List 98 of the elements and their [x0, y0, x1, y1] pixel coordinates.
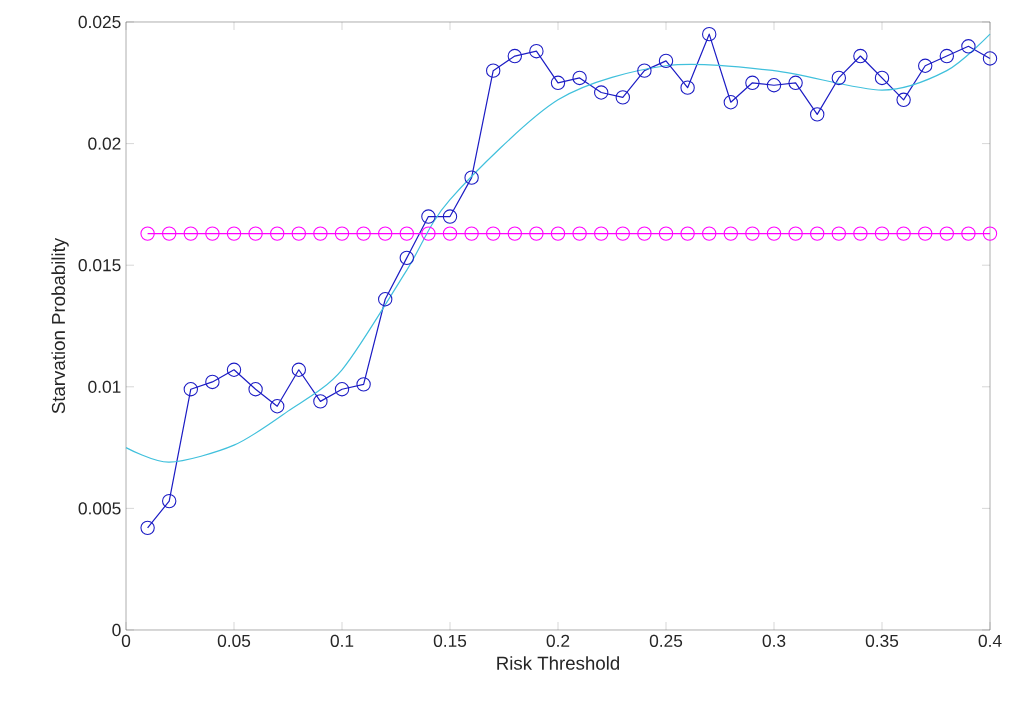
point [874, 226, 890, 241]
point [226, 226, 242, 241]
point [615, 226, 631, 241]
point [378, 292, 393, 307]
point [270, 399, 285, 414]
point [766, 226, 782, 241]
y-tick-label: 0.02 [88, 137, 121, 150]
point [442, 226, 458, 241]
point [486, 226, 501, 241]
y-tick-label: 0.015 [78, 259, 121, 272]
point [356, 377, 371, 392]
point [615, 90, 631, 105]
y-tick-label: 0.01 [88, 380, 121, 393]
point [183, 382, 199, 397]
x-tick-label: 0.25 [649, 634, 683, 647]
point [464, 170, 479, 185]
point [702, 226, 717, 241]
point [723, 95, 739, 110]
point [550, 75, 566, 90]
point [162, 493, 177, 509]
point [594, 85, 609, 100]
point [658, 53, 674, 69]
point [961, 226, 976, 241]
point [205, 226, 220, 241]
point [874, 70, 890, 86]
point [334, 382, 350, 397]
x-tick-label: 0.15 [433, 634, 467, 647]
point [226, 362, 242, 377]
point [421, 226, 436, 241]
y-axis-title: Starvation Probability [51, 237, 69, 414]
point [831, 226, 847, 241]
point [961, 39, 976, 54]
point [356, 226, 371, 241]
point [939, 48, 955, 64]
point [982, 51, 998, 66]
point [853, 226, 868, 241]
y-tick-label: 0 [112, 623, 121, 637]
point [918, 58, 933, 73]
point [442, 209, 458, 224]
point [183, 226, 199, 241]
point [680, 80, 695, 95]
x-tick-label: 0.3 [762, 634, 786, 647]
point [529, 226, 544, 241]
y-tick-label: 0.025 [78, 15, 121, 29]
x-tick-label: 0.35 [865, 634, 899, 647]
point [594, 226, 609, 241]
point [162, 226, 177, 241]
point [831, 70, 847, 86]
point [248, 226, 263, 241]
point [205, 374, 220, 390]
point [464, 226, 479, 241]
point [723, 226, 739, 241]
point [637, 226, 652, 241]
x-tick-label: 0.4 [978, 634, 1002, 647]
point [378, 226, 393, 241]
point [572, 226, 587, 241]
point [810, 107, 825, 122]
point [572, 70, 587, 86]
point [788, 75, 803, 90]
point [270, 226, 285, 241]
point [896, 92, 911, 108]
point [637, 63, 652, 78]
point [291, 362, 307, 377]
point [680, 226, 695, 241]
line-series [125, 33, 991, 463]
point [810, 226, 825, 241]
point [982, 226, 998, 241]
x-tick-label: 0.1 [330, 634, 354, 647]
point [334, 226, 350, 241]
point [507, 226, 523, 241]
point [550, 226, 566, 241]
point [291, 226, 307, 241]
point [529, 43, 544, 59]
point [939, 226, 955, 241]
point [421, 209, 436, 224]
point [313, 394, 328, 409]
x-tick-label: 0.05 [217, 634, 251, 647]
point [486, 63, 501, 78]
point [745, 75, 760, 90]
point [702, 26, 717, 42]
point [399, 226, 415, 241]
point [853, 48, 868, 64]
point [745, 226, 760, 241]
point [788, 226, 803, 241]
point [140, 520, 155, 536]
y-tick-label: 0.005 [78, 502, 121, 515]
point [140, 226, 155, 241]
x-tick-label: 0.2 [546, 634, 570, 647]
point [918, 226, 933, 241]
point [248, 382, 263, 397]
point [896, 226, 911, 241]
x-tick-label: 0 [121, 634, 131, 647]
point [507, 48, 523, 64]
point [658, 226, 674, 241]
point [399, 250, 415, 266]
point [766, 78, 782, 93]
x-axis-title: Risk Threshold [497, 656, 620, 670]
point [313, 226, 328, 241]
